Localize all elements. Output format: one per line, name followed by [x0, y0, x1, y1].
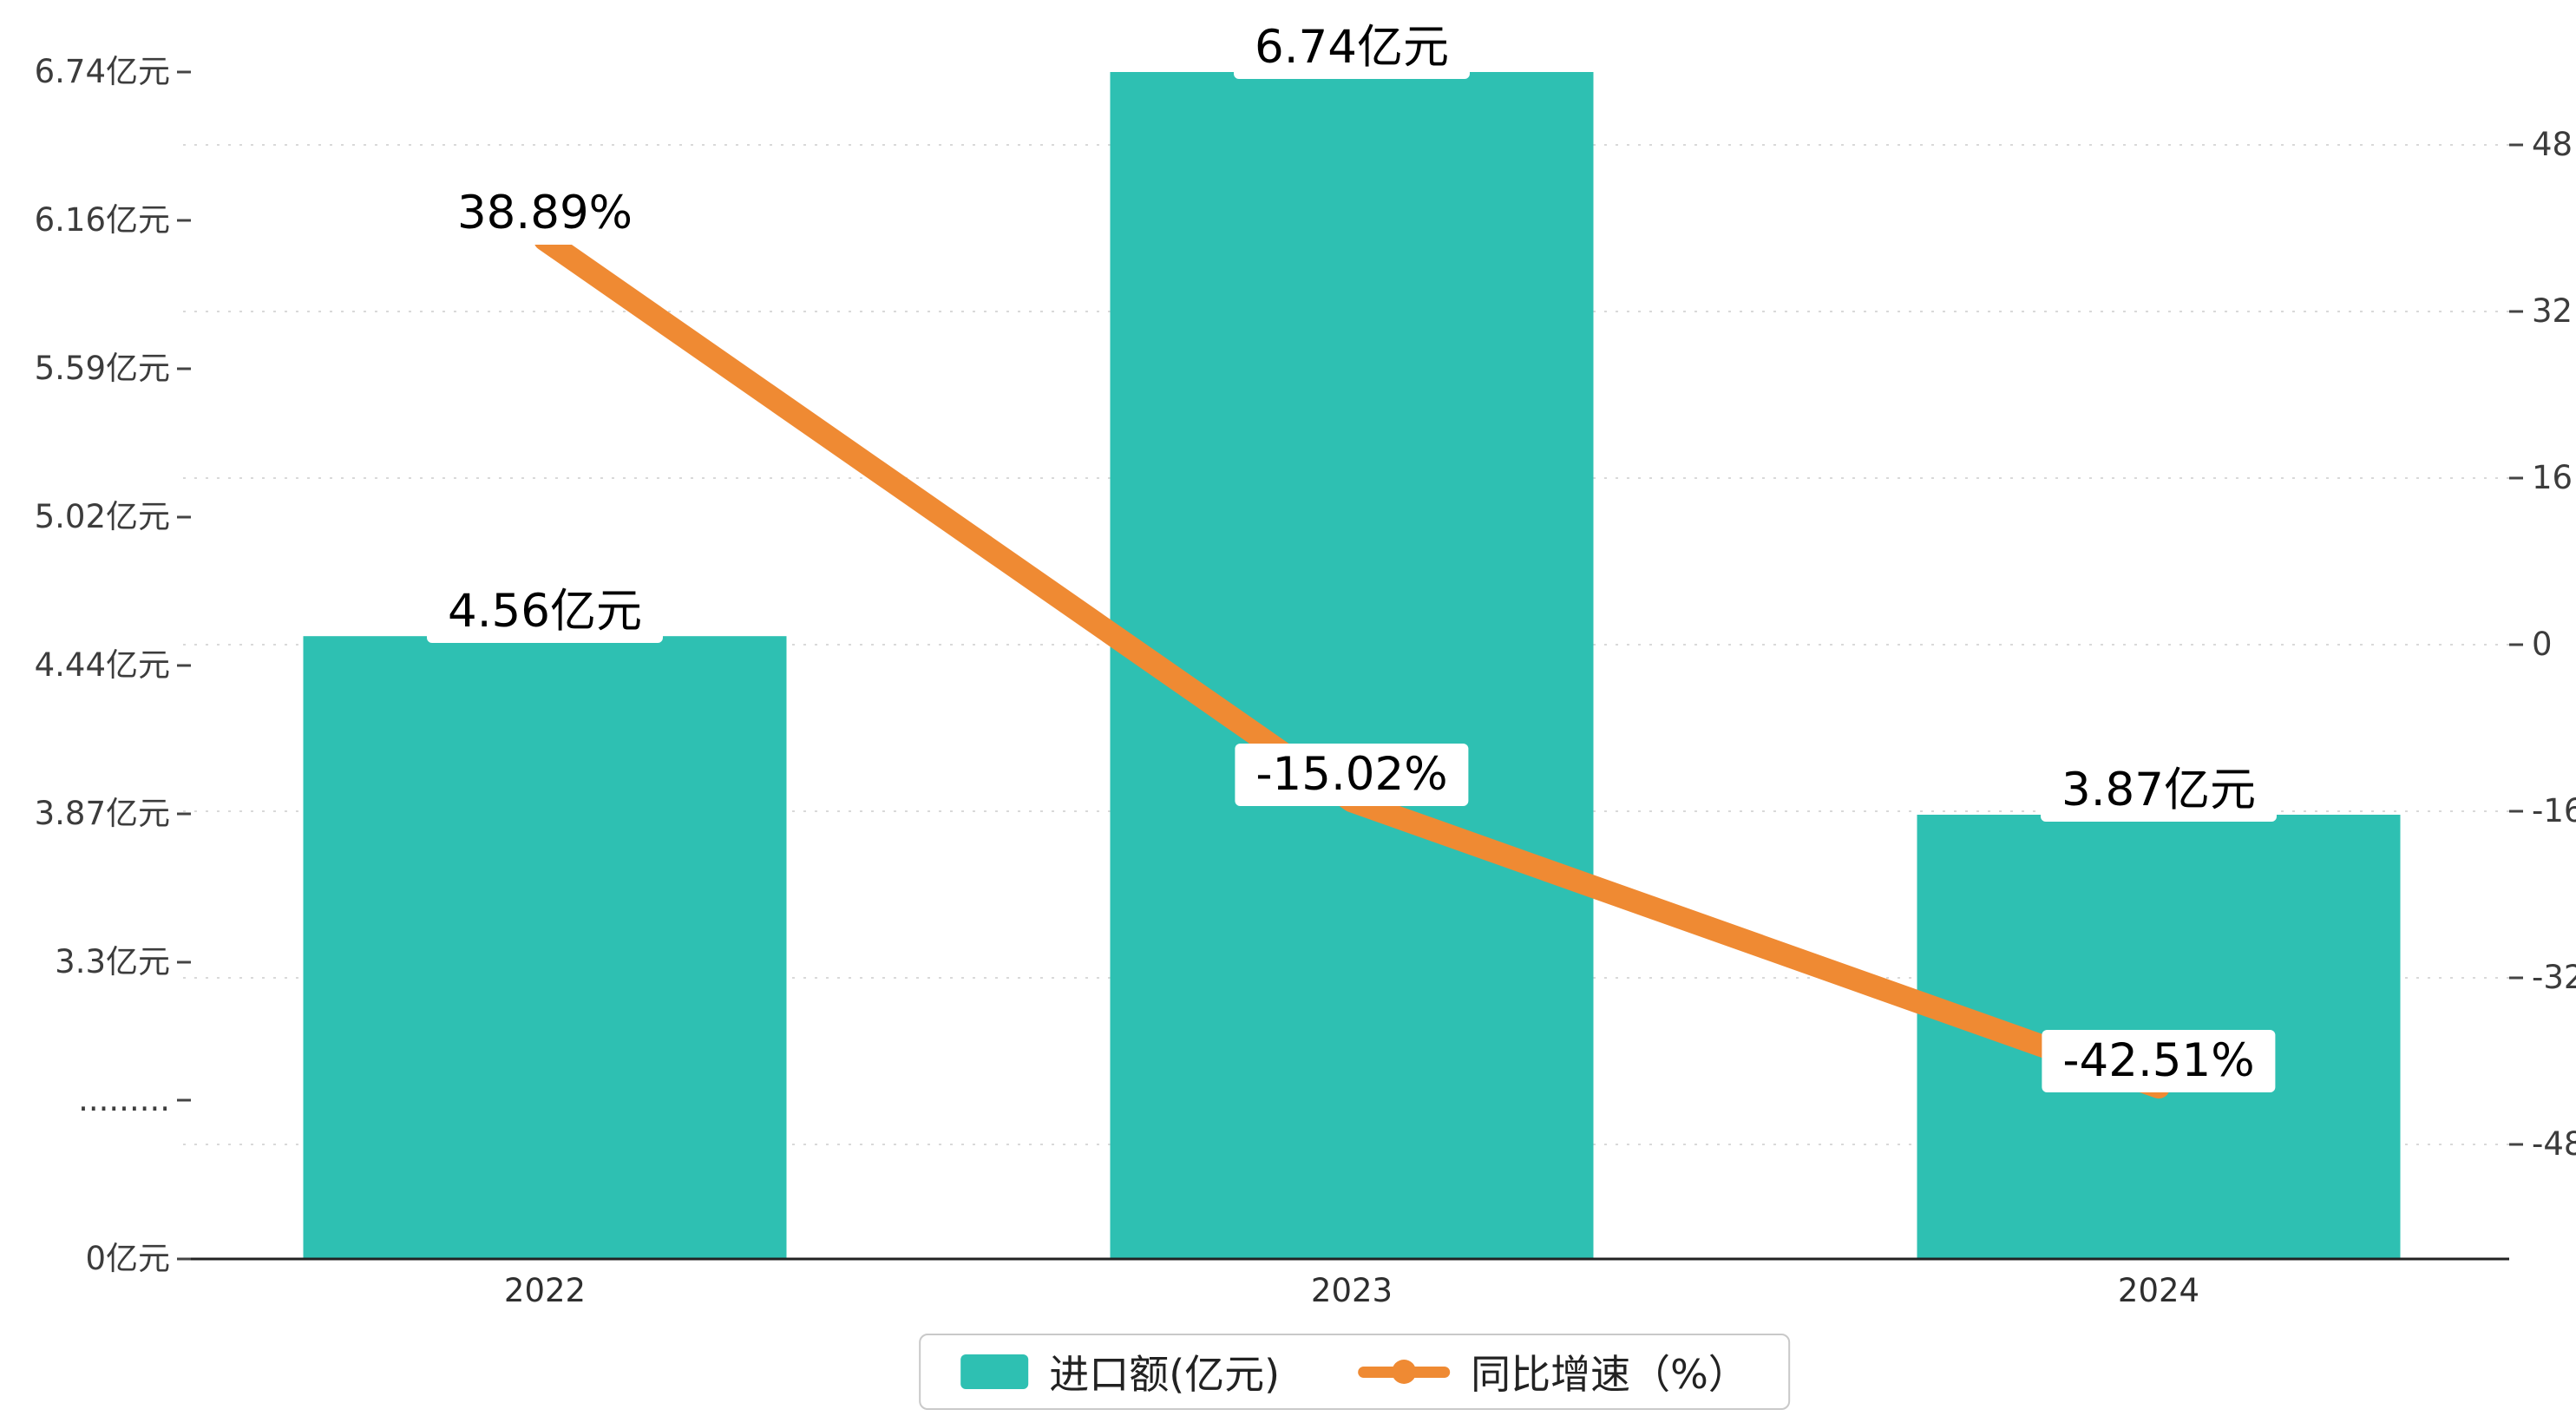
line-swatch-dot — [1392, 1360, 1417, 1384]
line-series-swatch — [1358, 1354, 1451, 1389]
legend-label-import-amount: 进口额(亿元) — [1049, 1351, 1281, 1398]
bar-2022[interactable] — [303, 636, 787, 1259]
legend-item-import-amount[interactable]: 进口额(亿元) — [960, 1343, 1280, 1400]
bar-2023[interactable] — [1110, 72, 1594, 1259]
bar-series-swatch — [960, 1354, 1029, 1389]
legend: 进口额(亿元) 同比增速（%） — [919, 1334, 1790, 1410]
legend-item-growth-rate[interactable]: 同比增速（%） — [1358, 1343, 1748, 1400]
legend-label-growth-rate: 同比增速（%） — [1471, 1351, 1748, 1398]
